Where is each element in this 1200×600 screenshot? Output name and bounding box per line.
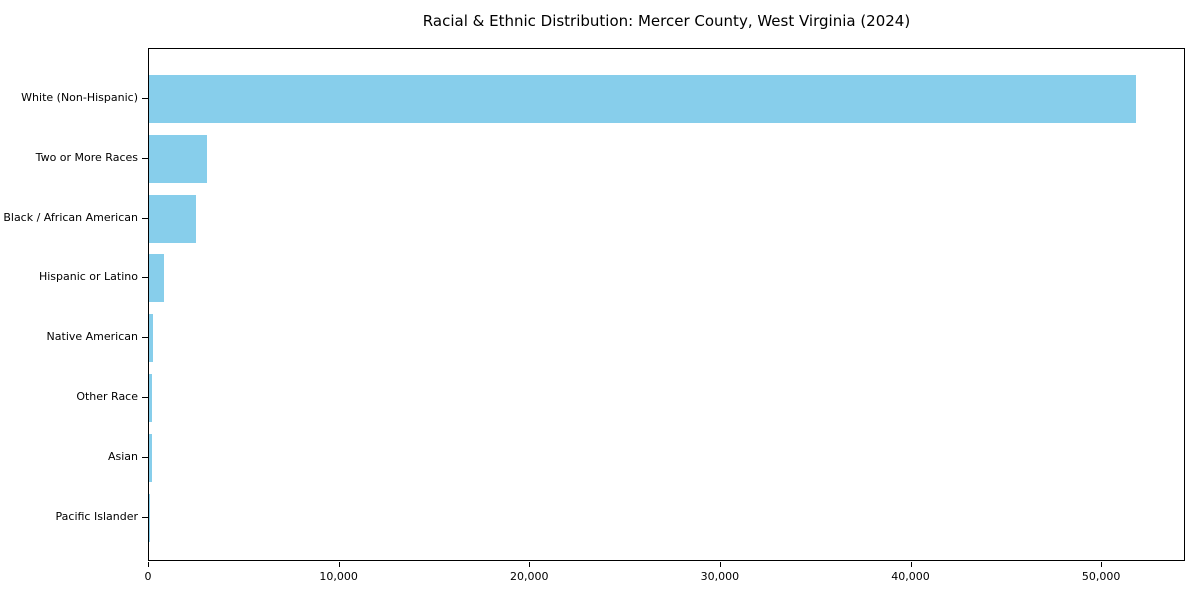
y-tick-mark — [142, 97, 148, 99]
bar — [149, 373, 153, 422]
y-axis-label: Two or More Races — [35, 150, 138, 164]
bar — [149, 254, 165, 303]
y-axis-label: Asian — [107, 449, 138, 463]
y-axis-label: Other Race — [76, 389, 138, 403]
x-tick-mark — [529, 562, 531, 567]
y-tick-mark — [142, 277, 148, 279]
x-tick-label: 40,000 — [891, 570, 930, 583]
x-tick-label: 50,000 — [1081, 570, 1121, 583]
plot-area — [148, 48, 1185, 561]
x-tick-label: 0 — [144, 570, 152, 583]
x-tick-label: 20,000 — [510, 570, 549, 583]
bar — [149, 314, 153, 363]
y-tick-mark — [142, 337, 148, 339]
y-axis-label: White (Non-Hispanic) — [21, 90, 138, 104]
x-tick-mark — [338, 562, 340, 567]
bar — [149, 74, 1136, 123]
x-tick-mark — [910, 562, 912, 567]
bar — [149, 433, 152, 482]
chart-title: Racial & Ethnic Distribution: Mercer Cou… — [422, 12, 911, 30]
y-axis-label: Hispanic or Latino — [38, 270, 138, 284]
x-tick-mark — [148, 562, 149, 567]
y-tick-mark — [142, 396, 148, 398]
y-tick-mark — [142, 516, 148, 518]
y-axis-label: Native American — [46, 330, 138, 344]
bar — [149, 134, 208, 183]
x-tick-mark — [719, 562, 721, 567]
y-axis-label: Pacific Islander — [55, 509, 138, 523]
y-tick-mark — [142, 456, 148, 458]
y-axis-label: Black / African American — [3, 210, 138, 224]
x-tick-mark — [1101, 562, 1103, 567]
y-tick-mark — [142, 157, 148, 159]
x-tick-label: 10,000 — [319, 570, 358, 583]
bar — [149, 194, 196, 243]
y-tick-mark — [142, 217, 148, 219]
x-tick-label: 30,000 — [700, 570, 740, 583]
